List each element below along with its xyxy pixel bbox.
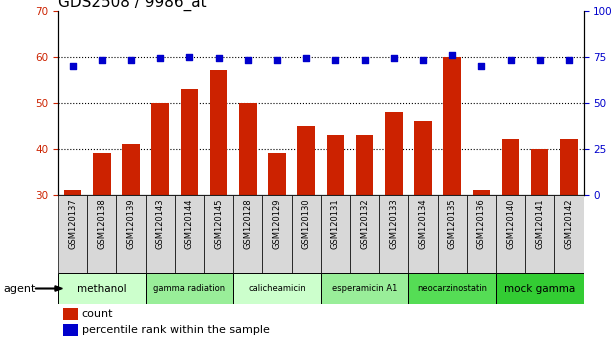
Bar: [87, 195, 117, 273]
Text: GSM120143: GSM120143: [156, 199, 165, 249]
Bar: [58, 273, 145, 304]
Bar: [560, 139, 577, 333]
Point: [389, 56, 398, 61]
Text: GDS2508 / 9986_at: GDS2508 / 9986_at: [58, 0, 207, 11]
Point: [185, 54, 194, 59]
Point: [331, 57, 340, 63]
Bar: [204, 195, 233, 273]
Text: GSM120145: GSM120145: [214, 199, 223, 249]
Bar: [379, 195, 408, 273]
Bar: [181, 89, 198, 333]
Text: gamma radiation: gamma radiation: [153, 284, 225, 293]
Point: [564, 57, 574, 63]
Bar: [239, 103, 257, 333]
Bar: [408, 195, 437, 273]
Text: agent: agent: [3, 284, 35, 293]
Point: [447, 52, 457, 58]
Point: [506, 57, 516, 63]
Text: mock gamma: mock gamma: [504, 284, 576, 293]
Text: esperamicin A1: esperamicin A1: [332, 284, 397, 293]
Bar: [554, 195, 584, 273]
Text: GSM120134: GSM120134: [419, 199, 428, 249]
Bar: [298, 126, 315, 333]
Text: GSM120136: GSM120136: [477, 199, 486, 249]
Point: [301, 56, 311, 61]
Bar: [496, 195, 525, 273]
Text: GSM120129: GSM120129: [273, 199, 282, 249]
Point: [360, 57, 370, 63]
Bar: [327, 135, 344, 333]
Text: GSM120138: GSM120138: [97, 199, 106, 249]
Bar: [210, 70, 227, 333]
Text: count: count: [82, 309, 113, 319]
Point: [477, 63, 486, 69]
Text: GSM120130: GSM120130: [302, 199, 310, 249]
Point: [535, 57, 544, 63]
Bar: [145, 195, 175, 273]
Text: GSM120142: GSM120142: [565, 199, 573, 249]
Text: GSM120128: GSM120128: [243, 199, 252, 249]
Point: [214, 56, 224, 61]
Point: [272, 57, 282, 63]
Text: methanol: methanol: [77, 284, 126, 293]
Bar: [321, 195, 350, 273]
Text: GSM120137: GSM120137: [68, 199, 77, 249]
Bar: [502, 139, 519, 333]
Point: [418, 57, 428, 63]
Bar: [496, 273, 584, 304]
Bar: [58, 195, 87, 273]
Text: GSM120144: GSM120144: [185, 199, 194, 249]
Bar: [467, 195, 496, 273]
Bar: [64, 308, 78, 320]
Bar: [350, 195, 379, 273]
Bar: [472, 190, 490, 333]
Text: GSM120131: GSM120131: [331, 199, 340, 249]
Bar: [233, 195, 262, 273]
Point: [97, 57, 107, 63]
Text: GSM120139: GSM120139: [126, 199, 136, 249]
Bar: [268, 153, 286, 333]
Bar: [531, 149, 549, 333]
Text: GSM120141: GSM120141: [535, 199, 544, 249]
Bar: [233, 273, 321, 304]
Bar: [152, 103, 169, 333]
Text: calicheamicin: calicheamicin: [248, 284, 306, 293]
Bar: [145, 273, 233, 304]
Bar: [356, 135, 373, 333]
Text: GSM120135: GSM120135: [448, 199, 456, 249]
Point: [155, 56, 165, 61]
Text: GSM120140: GSM120140: [506, 199, 515, 249]
Point: [68, 63, 78, 69]
Text: GSM120133: GSM120133: [389, 199, 398, 249]
Bar: [385, 112, 403, 333]
Bar: [175, 195, 204, 273]
Bar: [64, 324, 78, 336]
Bar: [64, 190, 81, 333]
Bar: [321, 273, 408, 304]
Bar: [122, 144, 140, 333]
Bar: [444, 57, 461, 333]
Text: GSM120132: GSM120132: [360, 199, 369, 249]
Bar: [117, 195, 145, 273]
Bar: [408, 273, 496, 304]
Bar: [437, 195, 467, 273]
Point: [126, 57, 136, 63]
Bar: [262, 195, 291, 273]
Bar: [525, 195, 554, 273]
Bar: [291, 195, 321, 273]
Bar: [93, 153, 111, 333]
Text: neocarzinostatin: neocarzinostatin: [417, 284, 487, 293]
Bar: [414, 121, 432, 333]
Point: [243, 57, 253, 63]
Text: percentile rank within the sample: percentile rank within the sample: [82, 325, 269, 335]
